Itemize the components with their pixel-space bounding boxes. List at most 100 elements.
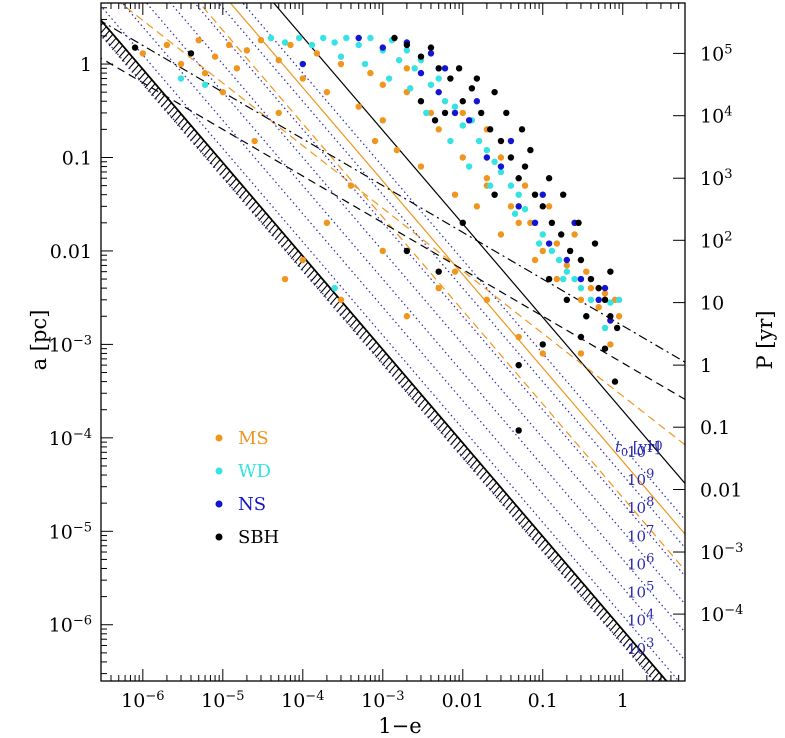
point-wd xyxy=(308,41,316,49)
hatch-mark xyxy=(521,520,530,529)
x-tick-label: 1 xyxy=(617,690,629,712)
point-sbh xyxy=(521,163,529,170)
hatch-mark xyxy=(196,140,205,149)
hatch-mark xyxy=(554,558,563,567)
t0-label: 1010 xyxy=(627,439,663,461)
point-ms xyxy=(393,146,401,154)
y-axis-title-right-text: P [yr] xyxy=(753,310,777,369)
point-sbh xyxy=(583,313,590,320)
point-ns xyxy=(531,219,539,227)
y-tick-label-right: 10−3 xyxy=(700,541,743,564)
legend-label-wd: WD xyxy=(238,461,271,482)
hatch-mark xyxy=(173,113,182,123)
point-ns xyxy=(451,109,459,117)
point-ms xyxy=(337,60,345,68)
point-ns xyxy=(465,117,473,124)
legend-marker-ns xyxy=(215,500,223,508)
point-sbh xyxy=(545,175,553,182)
point-sbh xyxy=(587,275,595,283)
orange-solid-line xyxy=(229,3,685,536)
point-sbh xyxy=(559,191,567,198)
point-ms xyxy=(379,81,386,88)
point-wd xyxy=(201,81,209,88)
y-tick-label-right: 104 xyxy=(700,105,732,128)
point-ms xyxy=(515,333,522,341)
point-ms xyxy=(601,290,609,297)
point-ms xyxy=(287,41,294,49)
point-wd xyxy=(427,81,435,88)
point-wd xyxy=(177,75,185,82)
point-ms xyxy=(323,219,331,227)
point-wd xyxy=(361,60,369,68)
point-ms xyxy=(403,313,411,320)
hatch-mark xyxy=(651,672,660,681)
point-wd xyxy=(451,103,459,110)
point-wd xyxy=(475,137,483,145)
legend: MS WD NS SBH xyxy=(215,428,279,548)
hatch-mark xyxy=(437,421,445,431)
hatch-mark xyxy=(589,599,598,609)
x-axis-title-text: 1−e xyxy=(378,714,421,738)
point-sbh xyxy=(591,240,599,247)
x-axis-title: 1−e xyxy=(378,714,421,738)
point-ns xyxy=(441,65,449,72)
hatch-mark xyxy=(316,280,325,290)
point-ms xyxy=(553,275,561,283)
hatch-mark xyxy=(144,79,153,89)
hatch-mark xyxy=(212,159,221,168)
point-sbh xyxy=(187,50,195,57)
point-ms xyxy=(577,296,585,304)
point-wd xyxy=(395,56,403,64)
hatch-mark xyxy=(466,455,475,465)
point-sbh xyxy=(531,191,539,198)
point-sbh xyxy=(575,219,582,227)
hatch-mark xyxy=(290,250,299,260)
hatch-mark xyxy=(167,106,176,115)
point-sbh xyxy=(491,88,498,96)
t0-label: 109 xyxy=(627,467,654,489)
point-sbh xyxy=(595,284,602,292)
hatch-mark xyxy=(622,637,631,647)
hatch-mark xyxy=(472,463,481,472)
hatch-mark xyxy=(476,466,484,476)
point-wd xyxy=(295,34,303,42)
isochrone-1e6-line xyxy=(145,3,685,634)
point-wd xyxy=(535,240,543,247)
hatch-mark xyxy=(557,561,566,571)
point-ns xyxy=(539,191,546,198)
hatch-mark xyxy=(560,565,569,575)
point-wd xyxy=(571,275,578,283)
hatch-mark xyxy=(612,626,621,636)
hatch-mark xyxy=(111,41,120,51)
point-sbh xyxy=(563,296,571,304)
hatch-mark xyxy=(255,208,263,218)
point-wd xyxy=(435,75,442,82)
hatch-mark xyxy=(203,147,211,157)
point-ns xyxy=(417,69,425,77)
hatch-mark xyxy=(414,394,423,404)
point-sbh xyxy=(486,126,494,133)
legend-marker-sbh xyxy=(215,533,223,541)
isochrone-1e3-line xyxy=(101,33,656,681)
hatch-mark xyxy=(576,584,585,594)
x-tick-label: 10−5 xyxy=(201,689,244,712)
hatch-mark xyxy=(547,550,556,560)
y-axis-title-left: a [pc] xyxy=(27,310,51,371)
point-sbh xyxy=(441,109,449,117)
point-ms xyxy=(337,296,345,304)
y-tick-label-right: 10−4 xyxy=(700,603,743,626)
hatch-mark xyxy=(209,155,218,165)
orange-dashed-1-line xyxy=(198,3,685,572)
point-ms xyxy=(177,60,185,68)
y-tick-label-left: 10−3 xyxy=(49,333,92,356)
y-axis-title-left-text: a [pc] xyxy=(27,310,51,371)
hatch-mark xyxy=(225,174,234,184)
hatch-mark xyxy=(183,125,192,134)
point-ms xyxy=(459,154,466,161)
hatch-mark xyxy=(108,37,117,47)
point-wd xyxy=(515,191,522,198)
point-ns xyxy=(497,163,505,170)
point-sbh xyxy=(515,361,522,369)
hatch-mark xyxy=(638,656,647,666)
